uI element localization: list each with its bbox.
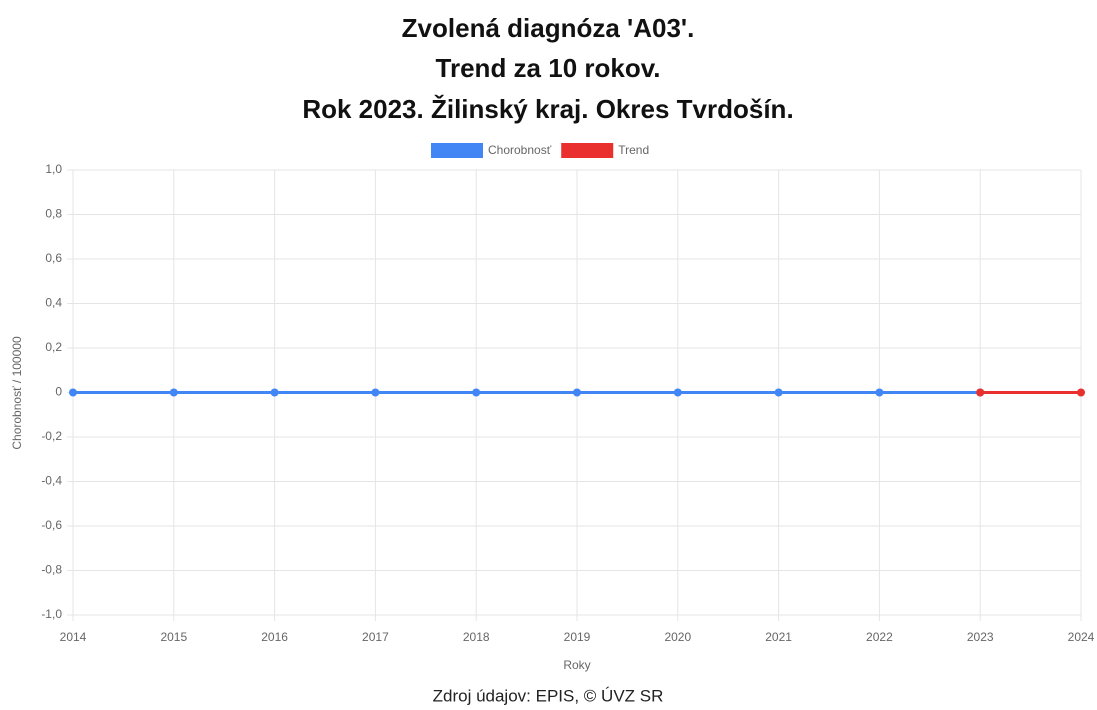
legend-swatch: [561, 143, 614, 158]
x-tick-label: 2021: [765, 630, 792, 644]
y-tick-label: 1,0: [45, 162, 62, 176]
y-tick-label: -0,8: [41, 563, 62, 577]
data-point: [1077, 388, 1085, 397]
x-axis-label: Roky: [563, 658, 590, 672]
data-point: [774, 388, 783, 397]
y-tick-label: 0,8: [45, 207, 62, 221]
data-point: [875, 388, 884, 397]
data-point: [573, 388, 581, 397]
x-tick-label: 2019: [564, 630, 591, 644]
legend-label: Chorobnosť: [488, 143, 552, 157]
x-tick-label: 2022: [866, 630, 893, 644]
y-tick-label: 0,4: [45, 296, 62, 310]
x-tick-label: 2015: [160, 630, 187, 644]
x-tick-label: 2020: [664, 630, 691, 644]
x-tick-label: 2024: [1068, 630, 1095, 644]
chart-title: Rok 2023. Žilinský kraj. Okres Tvrdošín.: [302, 94, 793, 124]
chart-title: Zvolená diagnóza 'A03'.: [402, 13, 695, 43]
data-point: [371, 388, 380, 397]
x-tick-label: 2017: [362, 630, 389, 644]
y-tick-label: 0: [55, 385, 62, 399]
data-point: [169, 388, 178, 397]
source: Zdroj údajov: EPIS, © ÚVZ SR: [433, 686, 664, 705]
x-tick-label: 2023: [967, 630, 994, 644]
y-tick-label: 0,2: [45, 340, 62, 354]
data-point: [673, 388, 682, 397]
x-tick-label: 2018: [463, 630, 490, 644]
legend-swatch: [431, 143, 483, 158]
y-tick-label: -0,2: [41, 429, 62, 443]
data-point: [472, 388, 481, 397]
y-tick-label: -0,6: [41, 518, 62, 532]
legend-label: Trend: [618, 143, 649, 157]
x-tick-label: 2014: [60, 630, 87, 644]
data-point: [270, 388, 279, 397]
data-point: [69, 388, 77, 397]
y-tick-label: -1,0: [41, 607, 62, 621]
data-point: [976, 388, 985, 397]
x-tick-label: 2016: [261, 630, 288, 644]
y-tick-label: -0,4: [41, 474, 62, 488]
y-axis-label: Chorobnosť / 100000: [10, 336, 24, 450]
y-tick-label: 0,6: [45, 251, 62, 265]
chart-title: Trend za 10 rokov.: [436, 53, 661, 83]
